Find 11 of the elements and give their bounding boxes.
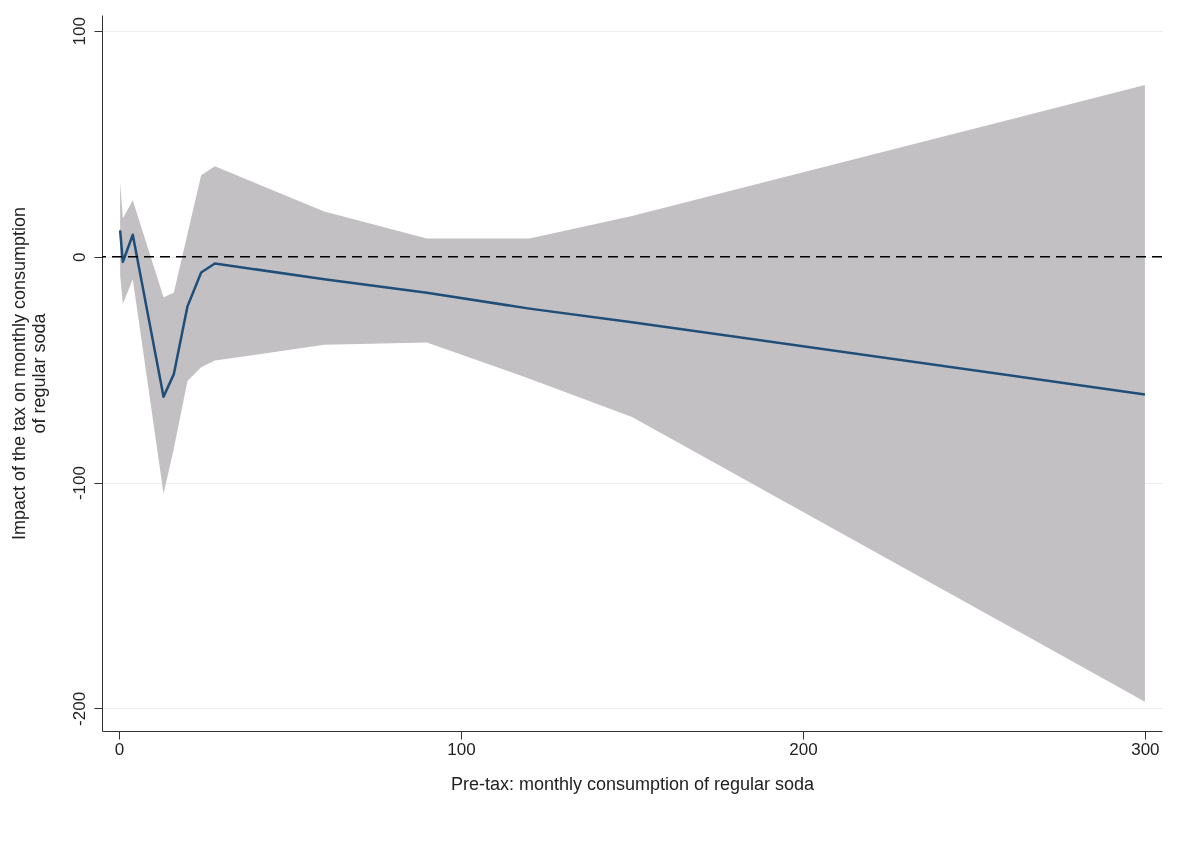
y-tick-label: 100: [69, 17, 89, 46]
y-axis-title: Impact of the tax on monthly consumption of regular soda: [8, 206, 49, 541]
x-axis-title: Pre-tax: monthly consumption of regular soda: [450, 773, 816, 794]
y-tick-label: -200: [69, 691, 89, 726]
y-tick-label: 0: [69, 252, 89, 262]
y-tick-label: -100: [69, 466, 89, 501]
line-series: [118, 229, 1147, 398]
x-tick-label: 300: [1131, 739, 1160, 759]
x-tick-label: 0: [114, 739, 125, 759]
x-tick-label: 100: [447, 739, 476, 759]
x-tick-label: 200: [789, 739, 818, 759]
